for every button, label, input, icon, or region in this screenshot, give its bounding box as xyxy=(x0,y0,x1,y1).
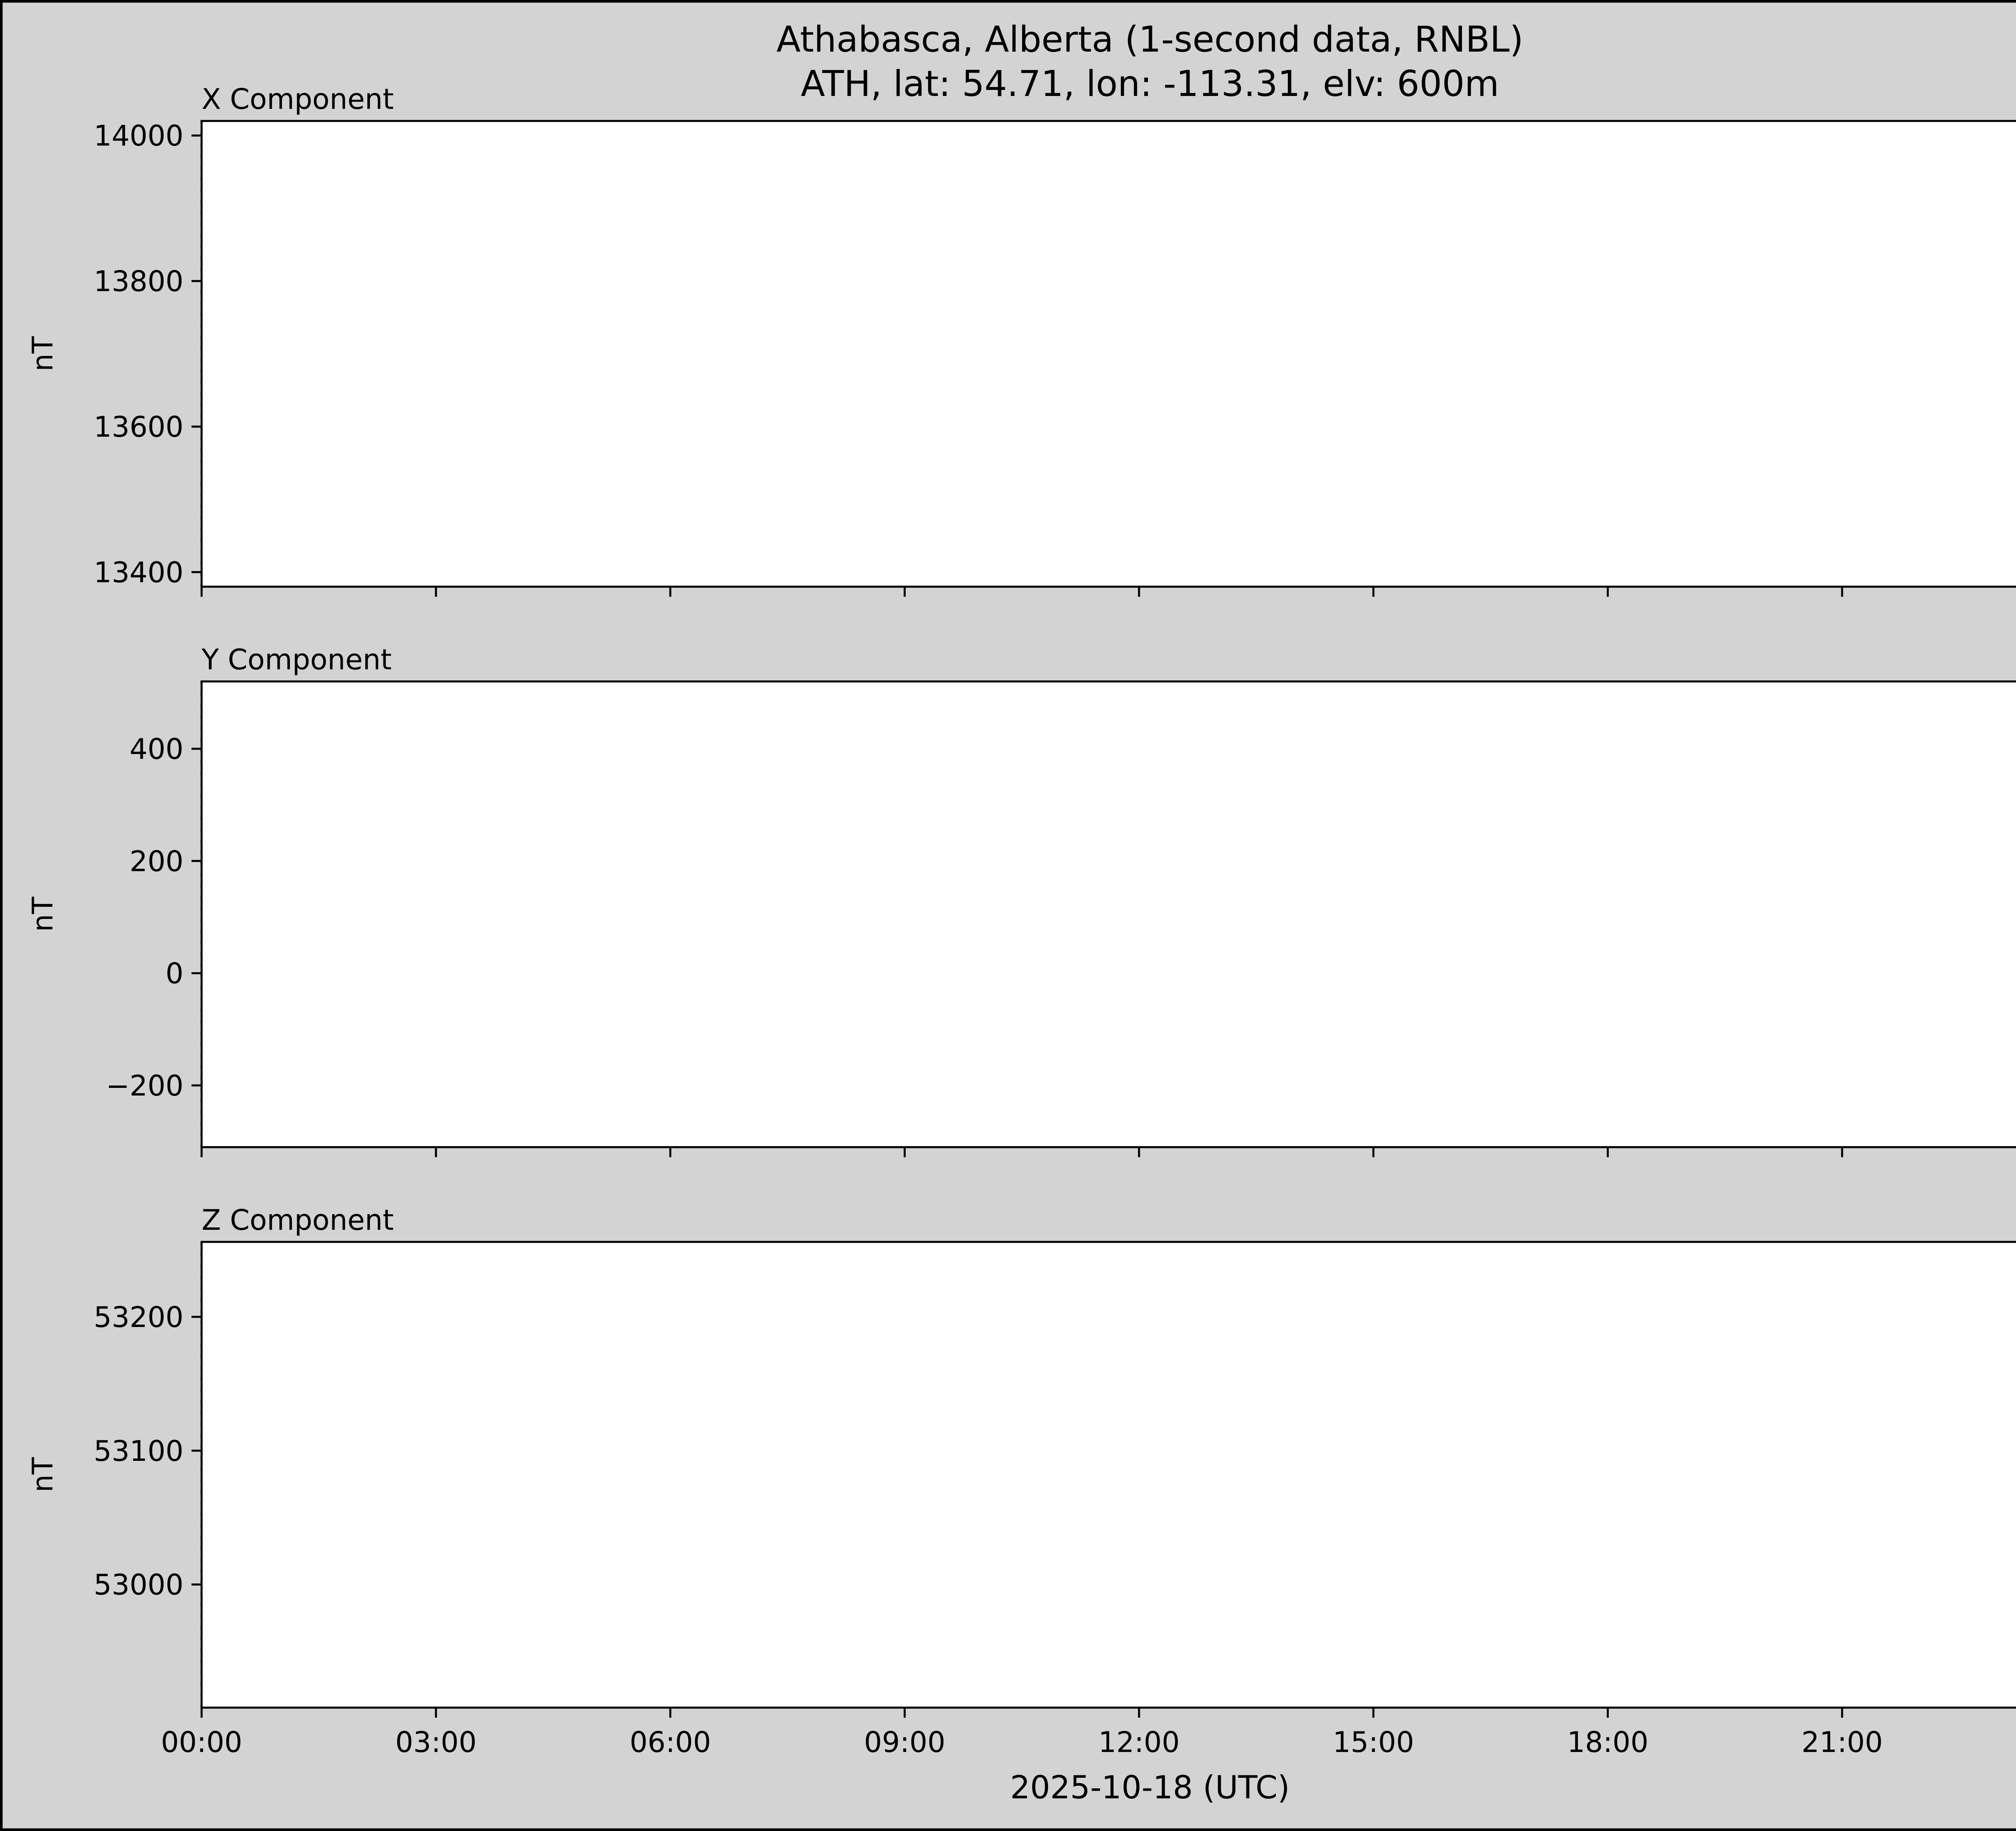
panel-2-x-tick-label: 00:00 xyxy=(161,1726,242,1759)
panel-2-y-tick-label: 53000 xyxy=(94,1569,183,1602)
panel-0-y-axis-label: nT xyxy=(26,336,59,371)
panel-2-x-tick-label: 18:00 xyxy=(1567,1726,1649,1759)
panel-2-x-tick-label: 15:00 xyxy=(1333,1726,1414,1759)
panel-2-y-axis-label: nT xyxy=(26,1457,59,1492)
panel-2-frame xyxy=(200,1241,2016,1709)
panel-0-y-tick-label: 14000 xyxy=(94,119,183,152)
x-component-panel: 13400 13600 13800 14000 X Component nT xyxy=(26,83,2016,597)
panel-0-frame xyxy=(200,120,2016,588)
panel-2-x-tick-label: 03:00 xyxy=(395,1726,477,1759)
x-axis-label: 2025-10-18 (UTC) xyxy=(1010,1770,1290,1806)
panel-1-y-axis-label: nT xyxy=(26,897,59,932)
panel-0-y-tick-label: 13800 xyxy=(94,265,183,298)
z-component-panel: 53000 53100 53200 00:00 03:00 06:00 09:00 12:00… xyxy=(26,1204,2016,1759)
panel-2-title: Z Component xyxy=(202,1204,394,1237)
figure-title-line2: ATH, lat: 54.71, lon: -113.31, elv: 600m xyxy=(801,63,1499,104)
panel-2-y-tick-label: 53100 xyxy=(94,1435,183,1468)
panel-2-x-tick-label: 21:00 xyxy=(1801,1726,1883,1759)
panel-1-y-tick-label: 0 xyxy=(165,957,183,990)
panel-1-y-tick-label: 200 xyxy=(129,845,183,878)
panel-1-frame xyxy=(200,680,2016,1148)
panel-0-title: X Component xyxy=(202,83,394,116)
panel-1-title: Y Component xyxy=(201,643,392,676)
panel-1-y-tick-label: 400 xyxy=(129,733,183,766)
panel-1-y-tick-label: −200 xyxy=(106,1069,183,1102)
panel-2-x-tick-label: 09:00 xyxy=(864,1726,946,1759)
panel-0-y-tick-label: 13600 xyxy=(94,410,183,444)
panel-2-x-tick-label: 12:00 xyxy=(1098,1726,1180,1759)
panel-0-y-tick-label: 13400 xyxy=(94,556,183,589)
figure-title-line1: Athabasca, Alberta (1-second data, RNBL) xyxy=(777,19,1524,60)
y-component-panel: −200 0 200 400 Y Component nT xyxy=(26,643,2016,1157)
panel-2-y-tick-label: 53200 xyxy=(94,1301,183,1334)
panel-2-x-tick-label: 06:00 xyxy=(630,1726,711,1759)
